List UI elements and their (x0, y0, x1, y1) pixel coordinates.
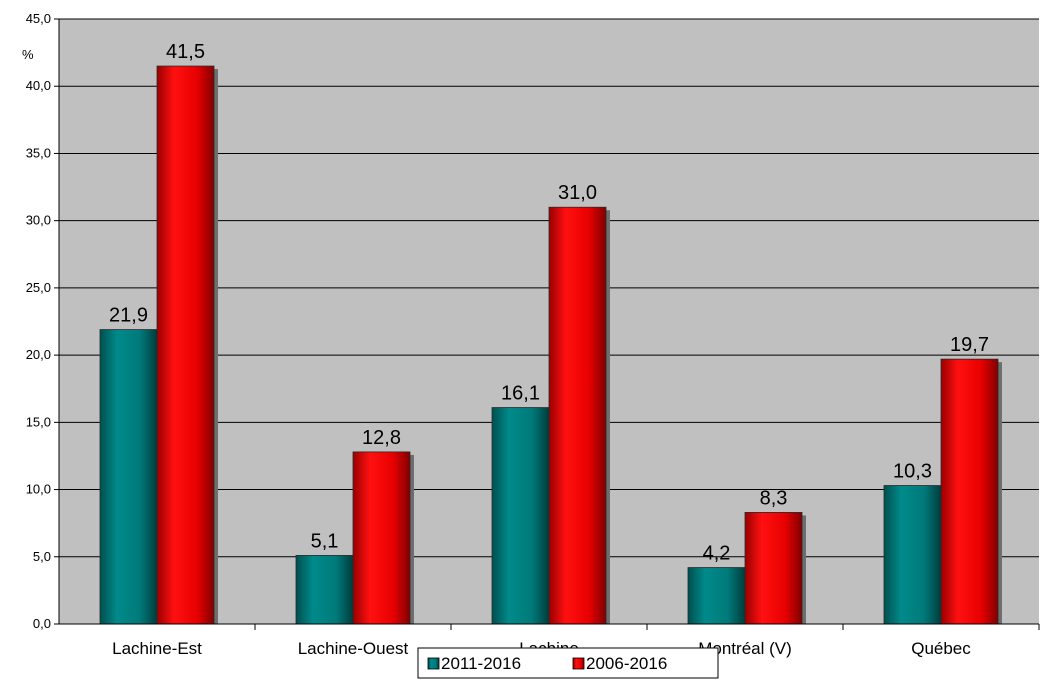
bar-2011-2016 (295, 555, 354, 625)
legend: 2011-2016 2006-2016 (417, 647, 719, 679)
y-tick-label: 5,0 (33, 549, 51, 564)
bar-2006-2016 (744, 512, 803, 625)
x-category-label: Lachine-Est (112, 639, 202, 658)
data-label: 41,5 (166, 41, 205, 63)
y-tick-label: 20,0 (26, 347, 51, 362)
data-label: 31,0 (558, 182, 597, 204)
bar-2006-2016 (940, 358, 999, 625)
y-tick-label: 15,0 (26, 414, 51, 429)
x-category-label: Montréal (V) (698, 639, 792, 658)
data-labels: 21,9 41,5 5,1 12,8 16,1 31,0 4,2 8,3 10,3 19,7 (109, 41, 989, 564)
data-label: 5,1 (311, 530, 339, 552)
x-category-label: Lachine-Ouest (298, 639, 409, 658)
data-label: 4,2 (703, 543, 731, 565)
bar-marks (99, 65, 1002, 625)
y-tick-label: 10,0 (26, 482, 51, 497)
data-label: 19,7 (950, 334, 989, 356)
x-category-label: Québec (911, 639, 971, 658)
bar-2011-2016 (491, 407, 550, 625)
y-tick-label: 40,0 (26, 78, 51, 93)
y-tick-label: 0,0 (33, 616, 51, 631)
y-axis-unit-label: % (22, 47, 34, 62)
legend-swatch (572, 657, 585, 670)
data-label: 21,9 (109, 305, 148, 327)
bar-2011-2016 (99, 329, 158, 625)
y-tick-label: 25,0 (26, 280, 51, 295)
legend-entry: 2006-2016 (586, 654, 667, 673)
y-tick-label: 35,0 (26, 145, 51, 160)
x-axis: Lachine-EstLachine-OuestLachineMontréal … (59, 623, 1040, 658)
data-label: 10,3 (893, 461, 932, 483)
legend-box (417, 647, 719, 679)
bar-2006-2016 (352, 451, 411, 625)
y-axis: 0,0 5,0 10,0 15,0 20,0 25,0 30,0 35,0 40,0 45,0 (26, 11, 60, 631)
y-tick-label: 30,0 (26, 213, 51, 228)
bar-2006-2016 (548, 206, 607, 625)
legend-entry: 2011-2016 (441, 654, 521, 673)
legend-swatch (427, 657, 440, 670)
bar-2011-2016 (883, 485, 942, 625)
y-tick-label: 45,0 (26, 11, 51, 26)
data-label: 8,3 (760, 487, 788, 509)
data-label: 12,8 (362, 427, 401, 449)
bar-2011-2016 (687, 567, 746, 625)
bar-2006-2016 (156, 65, 215, 625)
data-label: 16,1 (501, 383, 540, 405)
